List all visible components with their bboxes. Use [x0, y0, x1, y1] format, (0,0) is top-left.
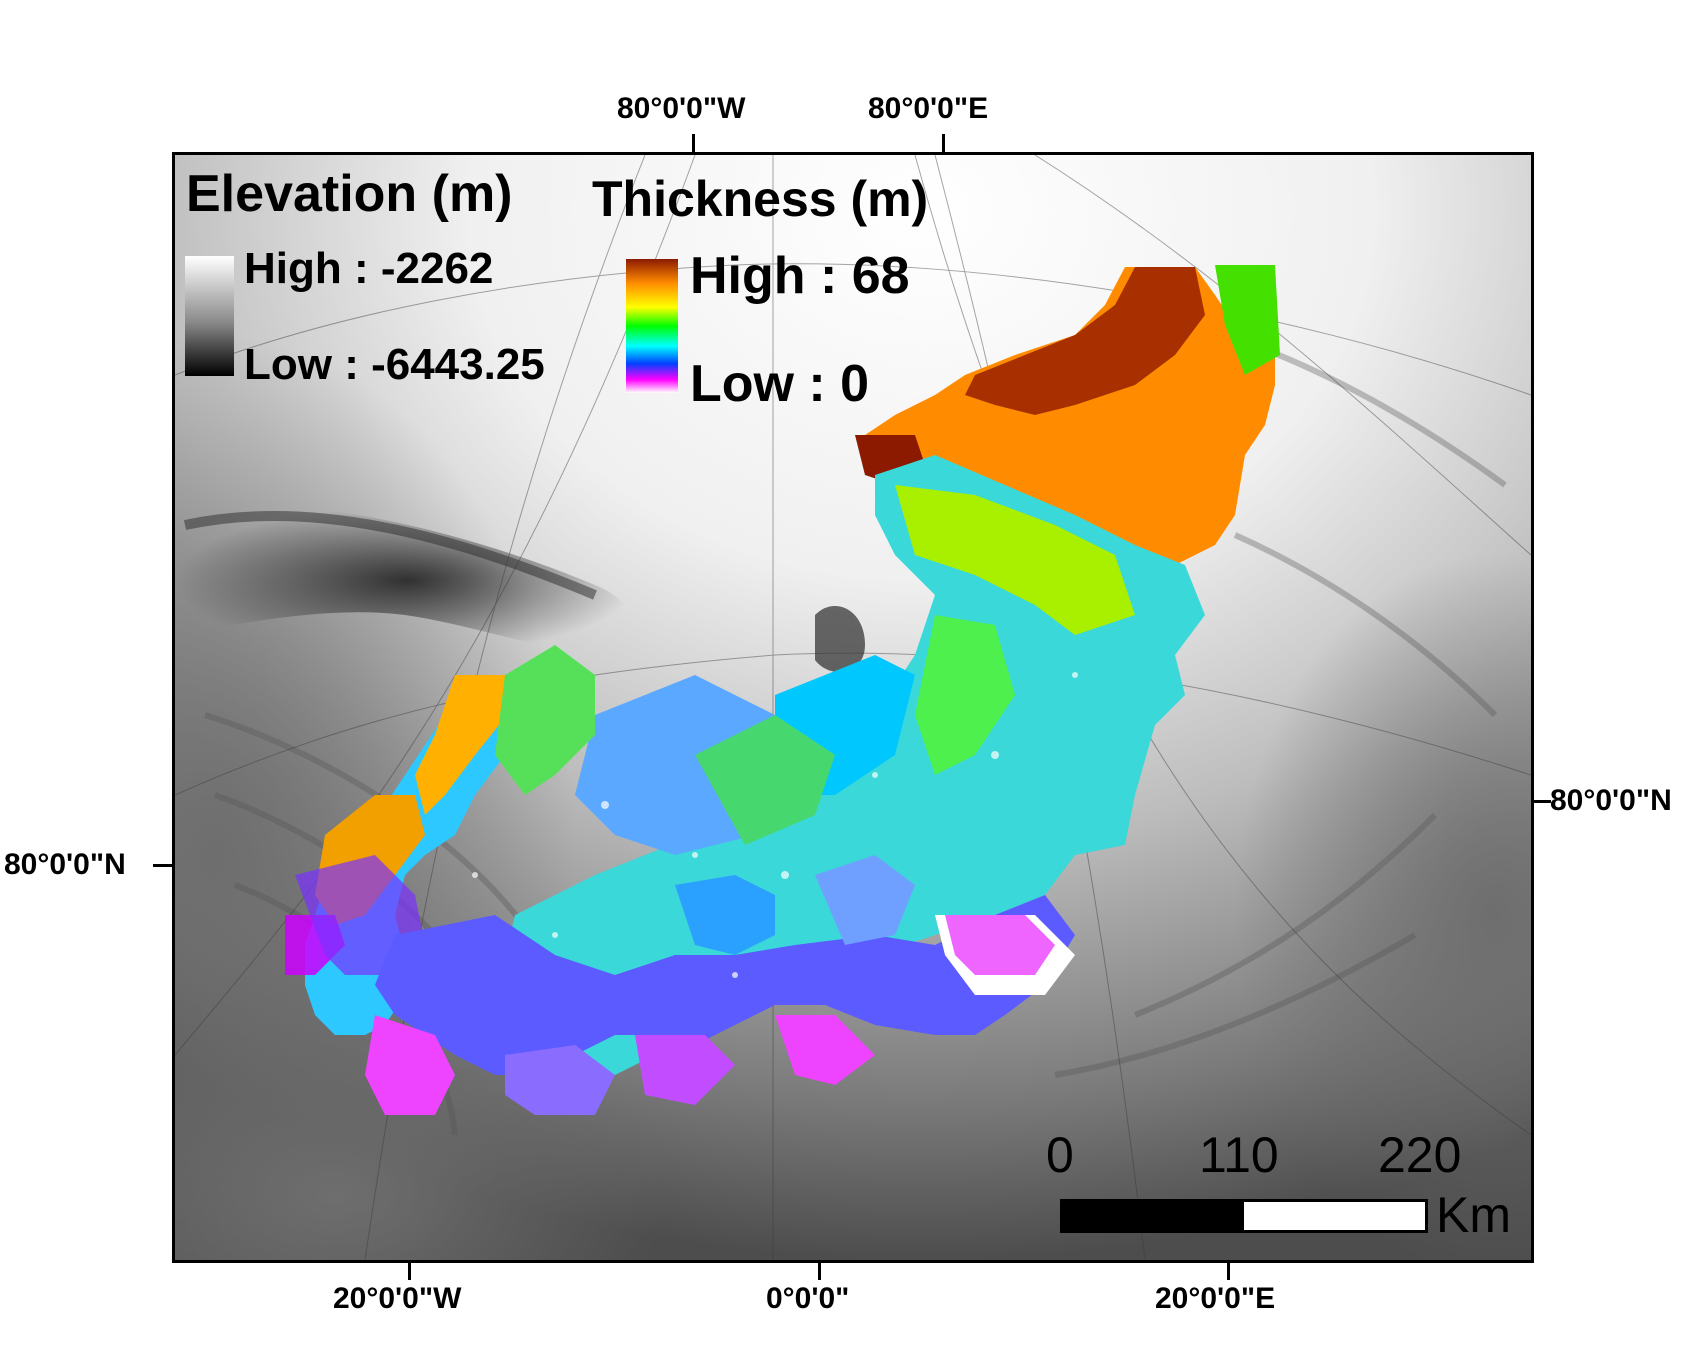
longitude-label-0: 0°0'0" — [766, 1282, 850, 1315]
tick-80e — [942, 134, 945, 154]
lowland-right — [1235, 555, 1531, 1260]
longitude-label-20w: 20°0'0"W — [333, 1282, 462, 1315]
thickness-legend-high: High : 68 — [690, 247, 910, 305]
thickness-legend-low: Low : 0 — [690, 355, 870, 413]
scale-bar-black-segment — [1063, 1202, 1244, 1230]
elevation-legend-high: High : -2262 — [244, 244, 494, 293]
tick-right-80n — [1531, 800, 1551, 803]
thickness-overlay — [285, 265, 1280, 1115]
tick-20e — [1227, 1260, 1230, 1280]
elevation-legend-title: Elevation (m) — [186, 165, 513, 223]
elevation-legend-low: Low : -6443.25 — [244, 340, 545, 389]
scale-unit: Km — [1436, 1187, 1511, 1243]
latitude-label-right: 80°0'0"N — [1550, 784, 1672, 817]
scale-label-110: 110 — [1199, 1127, 1279, 1183]
longitude-label-80e: 80°0'0"E — [868, 92, 989, 125]
tick-left-80n — [153, 864, 173, 867]
longitude-label-20e: 20°0'0"E — [1155, 1282, 1276, 1315]
scarp-knob — [815, 606, 865, 672]
map-frame[interactable] — [172, 152, 1534, 1263]
map-canvas[interactable] — [175, 155, 1531, 1260]
latitude-label-left: 80°0'0"N — [4, 848, 126, 881]
longitude-label-80w: 80°0'0"W — [617, 92, 746, 125]
scarp-band — [183, 511, 597, 600]
elevation-color-ramp — [185, 256, 234, 376]
scale-bar — [1060, 1199, 1428, 1233]
chasma-trough — [175, 505, 640, 655]
thickness-legend-title: Thickness (m) — [592, 171, 929, 227]
scale-label-0: 0 — [1046, 1127, 1074, 1183]
thickness-speckle — [472, 672, 1078, 978]
scale-label-220: 220 — [1378, 1127, 1462, 1183]
tick-20w — [408, 1260, 411, 1280]
tick-0 — [818, 1260, 821, 1280]
thickness-color-ramp — [626, 259, 678, 393]
tick-80w — [692, 134, 695, 154]
